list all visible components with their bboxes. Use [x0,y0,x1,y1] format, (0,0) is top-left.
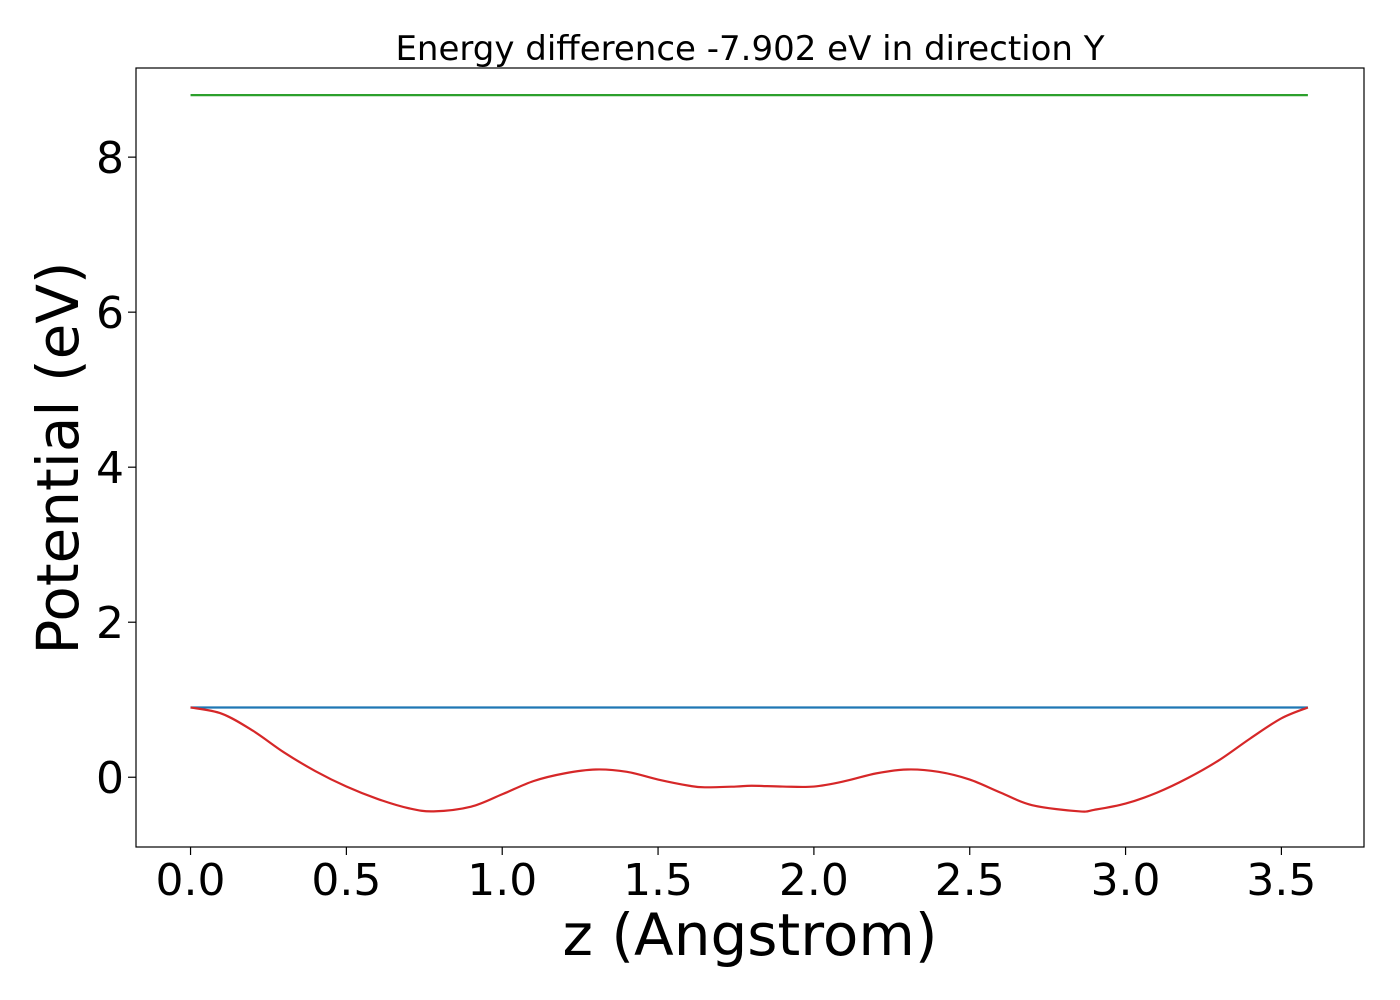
x-tick-label: 1.0 [467,855,537,906]
y-tick-label: 0 [96,753,124,804]
x-tick-label: 2.0 [779,855,849,906]
x-tick-label: 2.5 [935,855,1005,906]
x-tick-label: 1.5 [623,855,693,906]
x-tick-label: 0.0 [156,855,226,906]
x-ticks: 0.0 0.5 1.0 1.5 2.0 2.5 3.0 3.5 [156,847,1316,906]
y-tick-label: 8 [96,133,124,184]
y-axis-label: Potential (eV) [24,261,92,654]
x-axis-label: z (Angstrom) [563,901,938,969]
x-tick-label: 0.5 [311,855,381,906]
y-tick-label: 6 [96,288,124,339]
series-line-red [190,706,1309,813]
x-tick-label: 3.0 [1091,855,1161,906]
y-ticks: 0 2 4 6 8 [96,133,136,804]
y-tick-label: 2 [96,598,124,649]
x-tick-label: 3.5 [1246,855,1316,906]
series-layer [190,94,1309,813]
plot-frame [135,67,1365,848]
y-tick-label: 4 [96,443,124,494]
chart-title: Energy difference -7.902 eV in direction… [395,29,1104,69]
